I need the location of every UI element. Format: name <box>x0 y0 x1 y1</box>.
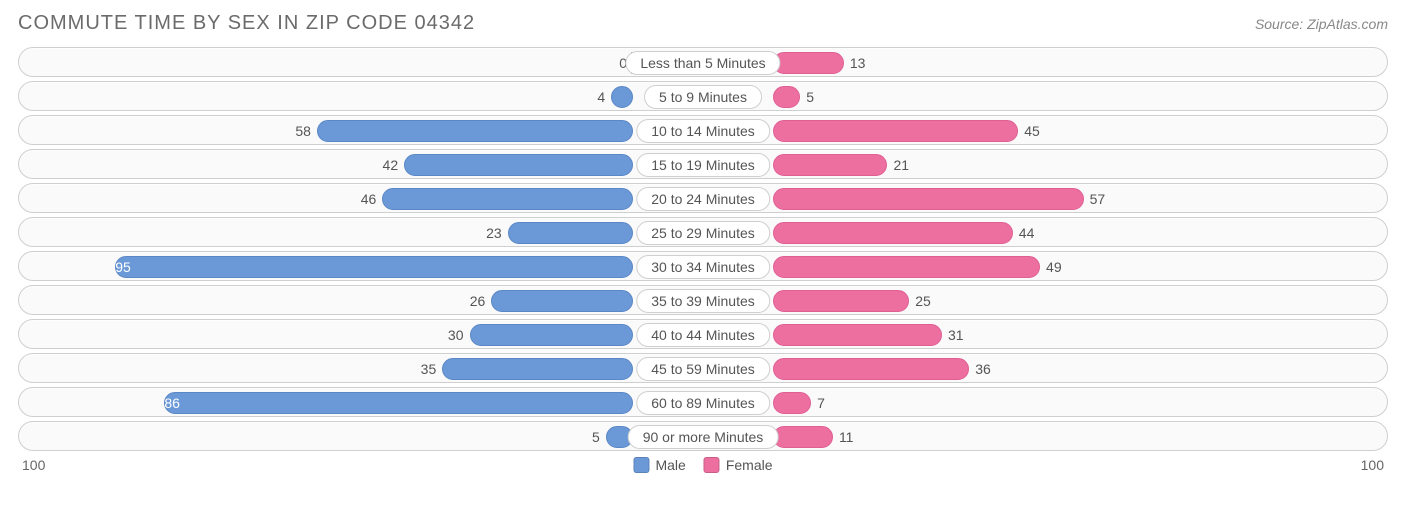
category-label: 5 to 9 Minutes <box>644 85 762 109</box>
value-female: 7 <box>817 388 825 418</box>
chart-row: 46 57 20 to 24 Minutes <box>18 183 1388 213</box>
value-female: 13 <box>850 48 866 78</box>
chart-row: 30 31 40 to 44 Minutes <box>18 319 1388 349</box>
bar-female <box>773 256 1040 278</box>
value-female: 21 <box>893 150 909 180</box>
value-male: 46 <box>361 184 377 214</box>
bar-male <box>491 290 633 312</box>
value-female: 25 <box>915 286 931 316</box>
legend: Male Female <box>633 457 772 473</box>
legend-swatch <box>633 457 649 473</box>
value-female: 45 <box>1024 116 1040 146</box>
value-male: 86 <box>164 388 192 418</box>
category-label: 40 to 44 Minutes <box>636 323 770 347</box>
bar-female <box>773 154 887 176</box>
legend-item: Male <box>633 457 685 473</box>
legend-swatch <box>704 457 720 473</box>
bar-male <box>404 154 633 176</box>
bar-female <box>773 52 844 74</box>
bar-female <box>773 290 909 312</box>
chart-footer: 100 Male Female 100 <box>18 457 1388 479</box>
category-label: 60 to 89 Minutes <box>636 391 770 415</box>
value-female: 57 <box>1090 184 1106 214</box>
value-male: 5 <box>592 422 600 452</box>
chart-row: 4 5 5 to 9 Minutes <box>18 81 1388 111</box>
bar-male <box>508 222 633 244</box>
category-label: 35 to 39 Minutes <box>636 289 770 313</box>
chart-header: Commute Time By Sex in Zip Code 04342 So… <box>18 12 1388 35</box>
bar-female <box>773 324 942 346</box>
chart-source: Source: ZipAtlas.com <box>1255 16 1388 32</box>
value-male: 42 <box>383 150 399 180</box>
value-female: 36 <box>975 354 991 384</box>
chart-row: 5 11 90 or more Minutes <box>18 421 1388 451</box>
chart-container: Commute Time By Sex in Zip Code 04342 So… <box>0 0 1406 522</box>
chart-row: 58 45 10 to 14 Minutes <box>18 115 1388 145</box>
bar-female <box>773 358 969 380</box>
value-female: 5 <box>806 82 814 112</box>
category-label: 25 to 29 Minutes <box>636 221 770 245</box>
legend-item: Female <box>704 457 773 473</box>
bar-male <box>317 120 633 142</box>
legend-label: Female <box>726 457 773 473</box>
category-label: 15 to 19 Minutes <box>636 153 770 177</box>
category-label: 45 to 59 Minutes <box>636 357 770 381</box>
value-female: 49 <box>1046 252 1062 282</box>
bar-female <box>773 222 1013 244</box>
bar-male <box>115 256 633 278</box>
value-male: 58 <box>295 116 311 146</box>
category-label: 30 to 34 Minutes <box>636 255 770 279</box>
chart-row: 23 44 25 to 29 Minutes <box>18 217 1388 247</box>
value-male: 4 <box>597 82 605 112</box>
bar-male <box>382 188 633 210</box>
bar-male <box>611 86 633 108</box>
value-male: 26 <box>470 286 486 316</box>
legend-label: Male <box>655 457 685 473</box>
bar-male <box>470 324 634 346</box>
value-female: 31 <box>948 320 964 350</box>
bar-male <box>442 358 633 380</box>
value-female: 44 <box>1019 218 1035 248</box>
bar-female <box>773 86 800 108</box>
chart-title: Commute Time By Sex in Zip Code 04342 <box>18 12 475 35</box>
category-label: 90 or more Minutes <box>628 425 779 449</box>
category-label: 20 to 24 Minutes <box>636 187 770 211</box>
value-male: 30 <box>448 320 464 350</box>
chart-row: 95 49 30 to 34 Minutes <box>18 251 1388 281</box>
value-male: 95 <box>115 252 143 282</box>
bar-female <box>773 392 811 414</box>
bar-male <box>164 392 633 414</box>
chart-row: 26 25 35 to 39 Minutes <box>18 285 1388 315</box>
chart-row: 86 7 60 to 89 Minutes <box>18 387 1388 417</box>
chart-row: 42 21 15 to 19 Minutes <box>18 149 1388 179</box>
category-label: Less than 5 Minutes <box>625 51 780 75</box>
axis-max-right: 100 <box>1361 457 1384 473</box>
bar-female <box>773 426 833 448</box>
value-male: 35 <box>421 354 437 384</box>
axis-max-left: 100 <box>22 457 45 473</box>
bar-female <box>773 188 1084 210</box>
category-label: 10 to 14 Minutes <box>636 119 770 143</box>
value-female: 11 <box>839 422 854 452</box>
chart-row: 35 36 45 to 59 Minutes <box>18 353 1388 383</box>
value-male: 23 <box>486 218 502 248</box>
bar-female <box>773 120 1018 142</box>
chart-row: 013Less than 5 Minutes <box>18 47 1388 77</box>
chart-rows: 013Less than 5 Minutes455 to 9 Minutes58… <box>18 47 1388 451</box>
